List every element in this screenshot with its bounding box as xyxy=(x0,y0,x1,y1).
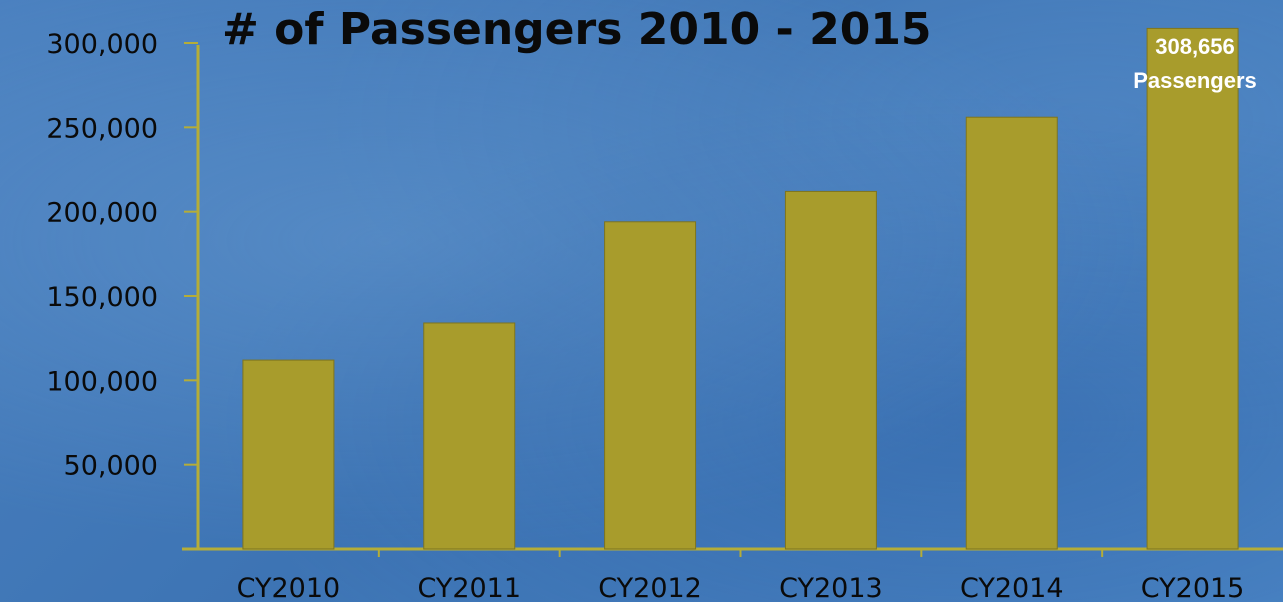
x-tick-label: CY2010 xyxy=(237,573,341,602)
y-tick-label: 300,000 xyxy=(46,29,158,60)
chart-axes xyxy=(182,45,1283,551)
y-tick-label: 200,000 xyxy=(46,198,158,229)
bar xyxy=(784,190,877,550)
bar xyxy=(423,322,516,550)
y-tick-label: 100,000 xyxy=(46,366,158,397)
annotation-label: Passengers xyxy=(1133,68,1257,93)
y-tick-label: 150,000 xyxy=(46,282,158,313)
y-axis-ticks: 50,000 100,000 150,000 200,000 250,000 300,00… xyxy=(46,29,198,482)
x-tick-label: CY2015 xyxy=(1141,573,1245,602)
chart-title: # of Passengers 2010 - 2015 xyxy=(222,4,932,55)
chart-bars xyxy=(242,27,1239,550)
bar xyxy=(1146,27,1239,550)
annotation-value: 308,656 xyxy=(1155,34,1235,59)
bar xyxy=(242,359,335,550)
x-tick-label: CY2013 xyxy=(779,573,883,602)
data-label-annotation: 308,656 Passengers xyxy=(1100,30,1283,98)
bar xyxy=(965,116,1058,550)
y-tick-label: 50,000 xyxy=(64,451,158,482)
x-axis-ticks: CY2010 CY2011 CY2012 CY2013 CY2014 CY2015 xyxy=(237,549,1245,602)
y-tick-label: 250,000 xyxy=(46,113,158,144)
x-tick-label: CY2014 xyxy=(960,573,1064,602)
x-tick-label: CY2012 xyxy=(598,573,702,602)
x-tick-label: CY2011 xyxy=(417,573,521,602)
bar xyxy=(604,221,697,550)
